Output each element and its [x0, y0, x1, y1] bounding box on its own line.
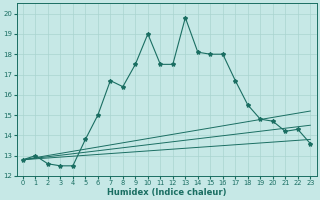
X-axis label: Humidex (Indice chaleur): Humidex (Indice chaleur) — [107, 188, 226, 197]
